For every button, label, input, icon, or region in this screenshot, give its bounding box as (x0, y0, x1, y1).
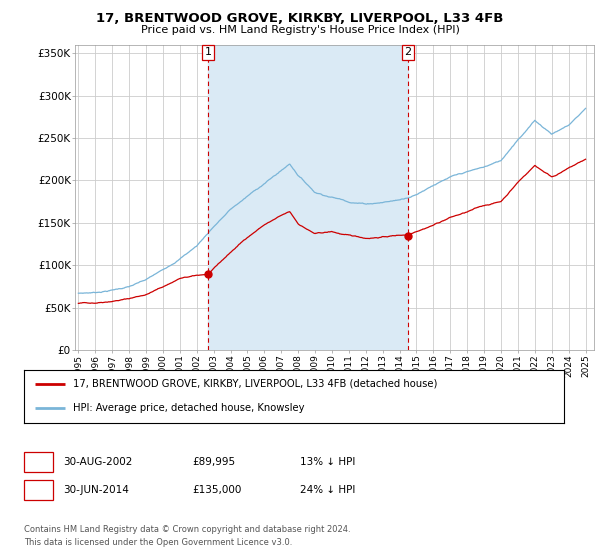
Text: 1: 1 (35, 457, 42, 467)
Text: 30-JUN-2014: 30-JUN-2014 (63, 485, 129, 495)
Text: Contains HM Land Registry data © Crown copyright and database right 2024.: Contains HM Land Registry data © Crown c… (24, 525, 350, 534)
Text: 13% ↓ HPI: 13% ↓ HPI (300, 457, 355, 467)
Text: 17, BRENTWOOD GROVE, KIRKBY, LIVERPOOL, L33 4FB: 17, BRENTWOOD GROVE, KIRKBY, LIVERPOOL, … (97, 12, 503, 25)
Text: 1: 1 (205, 48, 211, 58)
Bar (208, 45, 408, 350)
Text: This data is licensed under the Open Government Licence v3.0.: This data is licensed under the Open Gov… (24, 538, 292, 547)
Text: 2: 2 (404, 48, 412, 58)
Text: 2: 2 (35, 485, 42, 495)
Text: Price paid vs. HM Land Registry's House Price Index (HPI): Price paid vs. HM Land Registry's House … (140, 25, 460, 35)
Text: £135,000: £135,000 (192, 485, 241, 495)
Text: £89,995: £89,995 (192, 457, 235, 467)
Text: HPI: Average price, detached house, Knowsley: HPI: Average price, detached house, Know… (73, 403, 304, 413)
Text: 30-AUG-2002: 30-AUG-2002 (63, 457, 133, 467)
Text: 24% ↓ HPI: 24% ↓ HPI (300, 485, 355, 495)
Text: 17, BRENTWOOD GROVE, KIRKBY, LIVERPOOL, L33 4FB (detached house): 17, BRENTWOOD GROVE, KIRKBY, LIVERPOOL, … (73, 379, 437, 389)
